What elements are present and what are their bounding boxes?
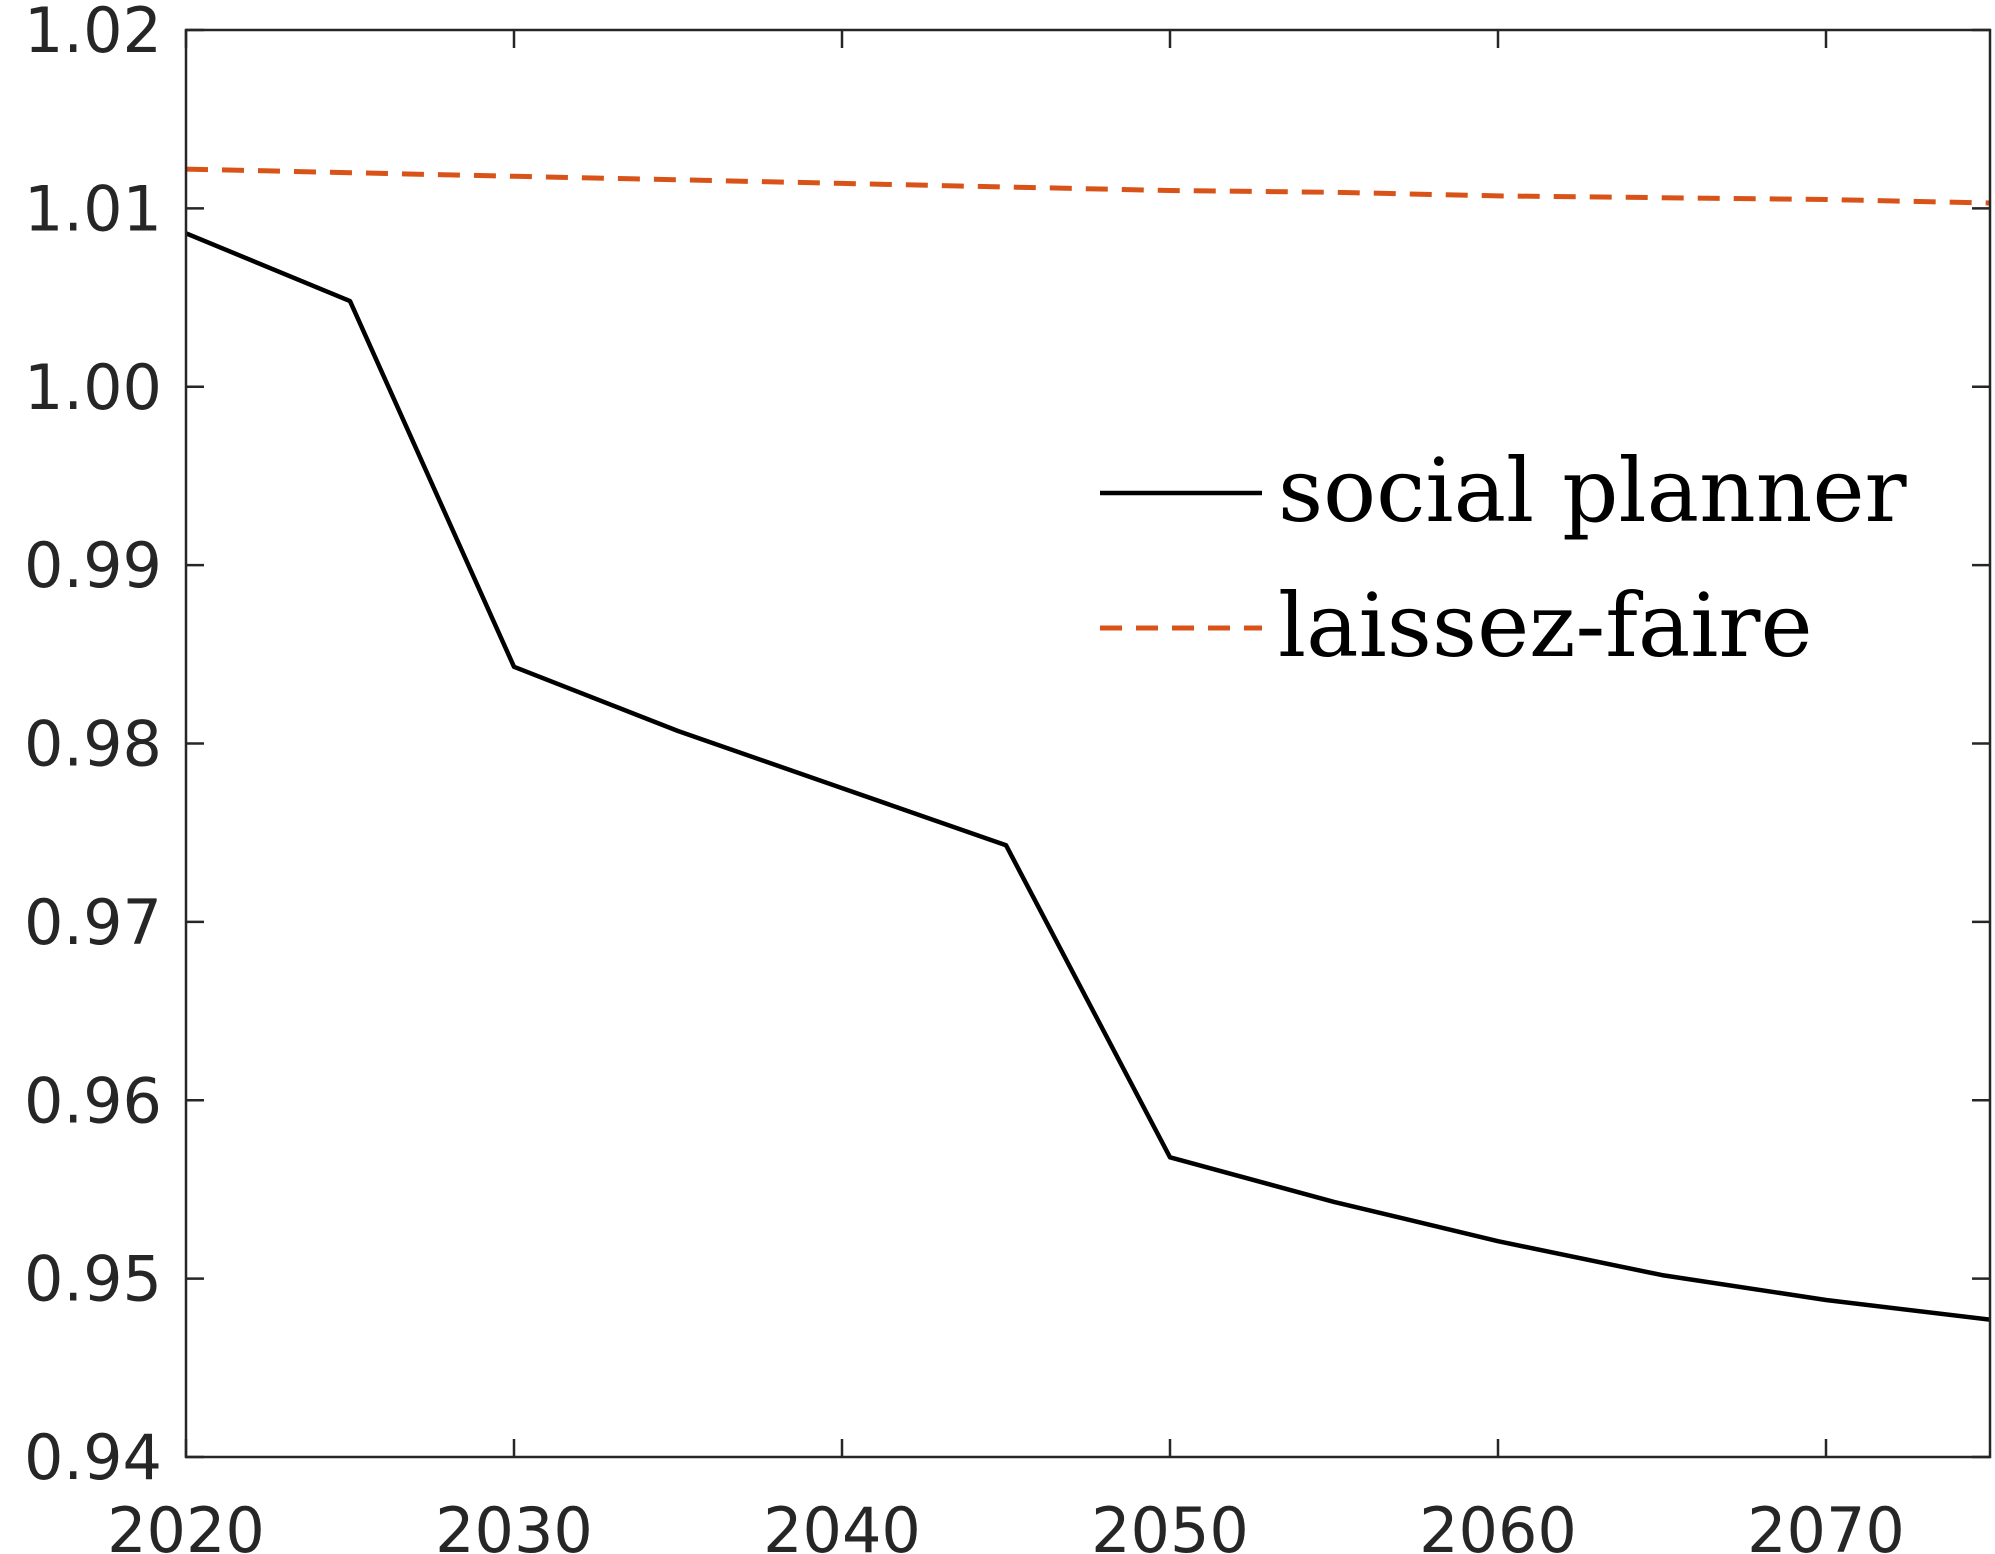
- legend-label: laissez-faire: [1278, 574, 1813, 677]
- series-line-social-planner: [186, 231, 1990, 1322]
- series-layer: [186, 166, 1990, 1322]
- y-tick-label: 1.01: [24, 172, 162, 245]
- x-tick-label: 2050: [1091, 1494, 1249, 1554]
- series-line-laissez-faire: [186, 166, 1990, 206]
- y-tick-label: 0.99: [24, 529, 162, 602]
- y-tick-label: 0.96: [24, 1064, 162, 1137]
- tick-labels: 2020 2030 2040 2050 2060 2070 0.94 0.95 0.96 0.97…: [24, 0, 1905, 1554]
- x-tick-label: 2070: [1747, 1494, 1905, 1554]
- x-tick-label: 2040: [763, 1494, 921, 1554]
- y-tick-label: 1.00: [24, 351, 162, 424]
- legend-label: social planner: [1278, 439, 1908, 542]
- y-tick-label: 0.94: [24, 1421, 162, 1494]
- x-tick-label: 2060: [1419, 1494, 1577, 1554]
- y-tick-label: 1.02: [24, 0, 162, 67]
- y-tick-label: 0.95: [24, 1243, 162, 1316]
- legend: social planner laissez-faire: [1100, 439, 1908, 677]
- axis-ticks: [184, 28, 1990, 1459]
- x-tick-label: 2030: [435, 1494, 593, 1554]
- plot-area-frame: [184, 28, 1992, 1459]
- y-tick-label: 0.98: [24, 708, 162, 781]
- x-tick-label: 2020: [107, 1494, 265, 1554]
- y-tick-label: 0.97: [24, 886, 162, 959]
